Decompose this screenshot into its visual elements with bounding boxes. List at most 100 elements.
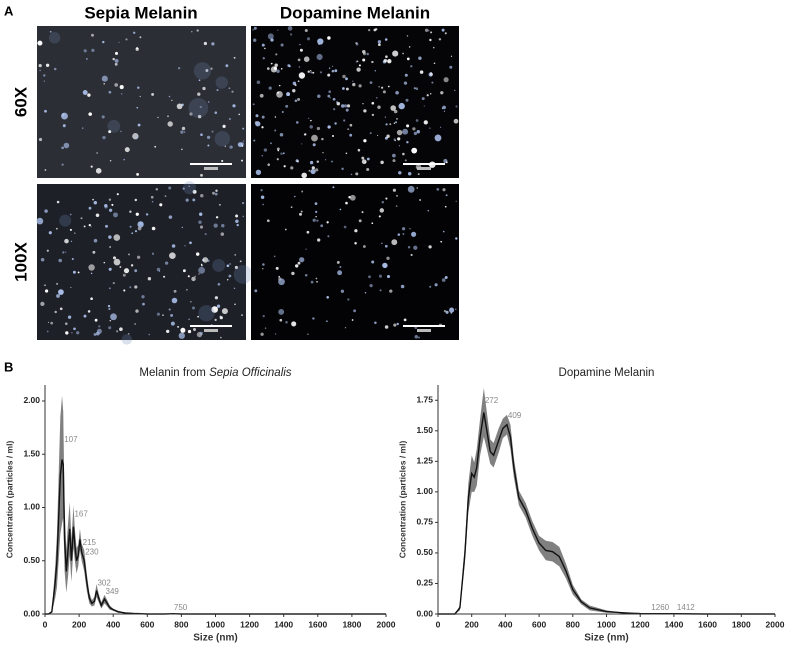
- particle: [136, 173, 140, 176]
- particle: [262, 263, 265, 266]
- particle: [280, 68, 283, 70]
- particle: [331, 134, 335, 138]
- particle: [199, 331, 203, 336]
- particle: [128, 253, 130, 256]
- particle: [371, 101, 375, 105]
- particle: [151, 226, 156, 231]
- particle: [212, 191, 215, 195]
- particle: [345, 87, 349, 91]
- particle: [45, 289, 49, 293]
- particle: [108, 307, 111, 311]
- particle: [185, 198, 189, 202]
- particle: [377, 40, 382, 44]
- chart-title: Melanin from Sepia Officinalis: [139, 367, 291, 379]
- particle: [67, 315, 72, 319]
- particle: [299, 43, 301, 46]
- x-axis-label: Size (nm): [584, 633, 628, 644]
- particle: [343, 119, 346, 122]
- particle: [443, 77, 449, 83]
- particle: [83, 225, 86, 228]
- particle: [444, 32, 447, 35]
- particle: [362, 103, 364, 105]
- particle: [108, 208, 113, 212]
- particle: [319, 71, 323, 74]
- particle: [374, 321, 377, 324]
- halo: [198, 305, 215, 322]
- particle: [297, 80, 300, 83]
- particle: [304, 274, 308, 277]
- particle: [298, 72, 306, 79]
- particle: [403, 318, 407, 322]
- particle: [45, 63, 50, 67]
- peak-label: 1260: [651, 603, 669, 612]
- particle: [434, 283, 438, 287]
- particle: [189, 112, 193, 116]
- particle: [62, 124, 66, 128]
- particle: [197, 315, 199, 318]
- particle: [310, 119, 312, 122]
- particle: [204, 233, 207, 236]
- particle: [334, 69, 338, 73]
- particle: [294, 195, 296, 198]
- particle: [216, 89, 219, 92]
- particle: [455, 237, 458, 240]
- particle: [316, 219, 319, 222]
- x-tick-label: 800: [174, 619, 188, 629]
- particle: [267, 33, 274, 40]
- particle: [395, 91, 399, 95]
- particle: [402, 52, 404, 55]
- panel-label: A: [4, 3, 14, 18]
- scale-label: [417, 329, 431, 332]
- particle: [147, 277, 152, 281]
- micrograph: [251, 26, 459, 178]
- particle: [194, 275, 197, 278]
- particle: [444, 205, 447, 208]
- particle: [64, 238, 69, 244]
- particle: [336, 101, 339, 104]
- particle: [171, 244, 176, 248]
- particle: [450, 55, 453, 57]
- particle: [219, 316, 223, 320]
- particle: [267, 163, 270, 166]
- particle: [214, 111, 218, 114]
- particle: [92, 250, 96, 254]
- particle: [242, 140, 245, 142]
- particle: [88, 206, 92, 210]
- particle: [197, 114, 202, 119]
- particle: [307, 333, 309, 335]
- chart-title: Dopamine Melanin: [559, 367, 655, 379]
- particle: [297, 261, 301, 265]
- particle: [386, 274, 391, 279]
- particle: [287, 26, 293, 31]
- particle: [340, 289, 345, 293]
- particle: [196, 29, 199, 32]
- particle: [151, 200, 154, 203]
- particle: [296, 160, 300, 163]
- particle: [90, 165, 93, 168]
- particle: [315, 210, 318, 213]
- particle: [192, 198, 196, 202]
- particle: [266, 67, 270, 70]
- particle: [395, 205, 398, 207]
- particle: [395, 121, 397, 124]
- line: [45, 459, 386, 615]
- particle: [430, 31, 433, 34]
- particle: [177, 66, 181, 70]
- particle: [203, 41, 208, 46]
- particle: [418, 336, 420, 339]
- particle: [214, 192, 218, 196]
- particle: [44, 284, 46, 286]
- particle: [101, 115, 105, 119]
- particle: [355, 43, 359, 46]
- particle: [306, 37, 311, 41]
- particle: [229, 263, 232, 265]
- particle: [445, 161, 448, 164]
- particle: [300, 210, 303, 213]
- particle: [39, 69, 41, 72]
- particle: [368, 275, 371, 279]
- particle: [398, 102, 405, 110]
- particle: [371, 222, 374, 225]
- particle: [454, 89, 456, 92]
- particle: [211, 306, 218, 313]
